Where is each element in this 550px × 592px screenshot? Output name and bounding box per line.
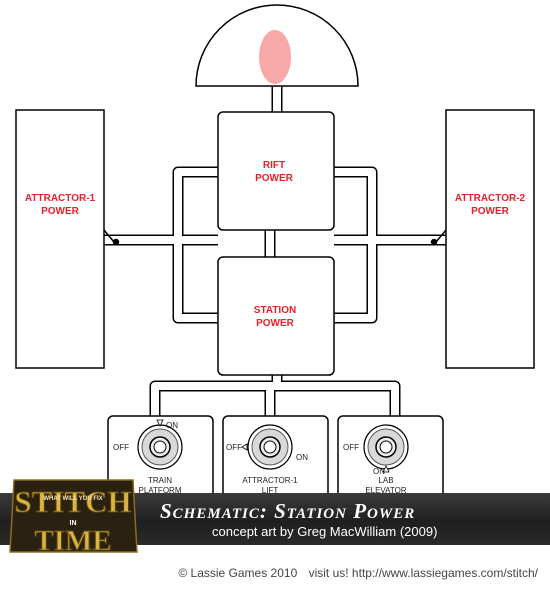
switch-off-label: OFF xyxy=(226,443,242,452)
attractor1-label-line1: ATTRACTOR-1 xyxy=(25,193,96,204)
logo-tagline: WHAT WILL YOU FIX xyxy=(43,496,102,502)
switch-attractor1-lift[interactable]: OFF ON ATTRACTOR-1 LIFT xyxy=(222,415,329,499)
logo-word-stitch: STITCH xyxy=(14,484,131,519)
logo-word-time: TIME xyxy=(34,525,111,557)
switch-lab-elevator[interactable]: OFF ON LAB ELEVATOR xyxy=(337,415,444,499)
attractor1-breaker xyxy=(103,229,120,246)
switch-pointer-icon xyxy=(382,465,390,473)
switch-caption-line2: ELEVATOR xyxy=(365,486,407,495)
switch-on-label: ON xyxy=(166,421,178,430)
conduits xyxy=(104,80,446,420)
switch-on-label: ON xyxy=(373,467,385,476)
footer-copyright: © Lassie Games 2010 xyxy=(178,566,298,580)
banner-subtitle: concept art by Greg MacWilliam (2009) xyxy=(212,524,438,539)
station-power-box: STATION POWER xyxy=(217,256,335,376)
rift-orb xyxy=(259,30,291,84)
switch-caption-line1: LAB xyxy=(378,476,393,485)
switch-off-label: OFF xyxy=(343,443,359,452)
rift-power-box: RIFT POWER xyxy=(217,111,335,231)
rift-label-line2: POWER xyxy=(255,173,294,184)
attractor2-label-line2: POWER xyxy=(471,206,510,217)
rift-label-line1: RIFT xyxy=(263,160,285,171)
switch-pointer-icon xyxy=(156,419,164,427)
station-label-line1: STATION xyxy=(254,305,296,316)
switch-caption-line2: PLATFORM xyxy=(139,486,182,495)
attractor1-label-line2: POWER xyxy=(41,206,80,217)
stitch-in-time-logo: STITCH WHAT WILL YOU FIX IN TIME xyxy=(9,479,138,558)
attractor2-breaker xyxy=(430,229,447,246)
station-label-line2: POWER xyxy=(256,318,295,329)
attractor2-label-line1: ATTRACTOR-2 xyxy=(455,193,526,204)
switch-caption-line1: ATTRACTOR-1 xyxy=(242,476,298,485)
switch-pointer-icon xyxy=(241,443,248,451)
switch-off-label: OFF xyxy=(113,443,129,452)
switch-caption-line1: TRAIN xyxy=(148,476,172,485)
rift-dome xyxy=(195,4,359,87)
logo-word-in: IN xyxy=(70,520,77,527)
attractor2-panel: ATTRACTOR-2 POWER xyxy=(445,109,535,369)
banner-title: Schematic: Station Power xyxy=(160,499,416,523)
switch-caption-line2: LIFT xyxy=(262,486,279,495)
switch-on-label: ON xyxy=(296,453,308,462)
footer-visit-link[interactable]: visit us! http://www.lassiegames.com/sti… xyxy=(308,566,538,580)
footer: © Lassie Games 2010 visit us! http://www… xyxy=(0,566,538,580)
attractor1-panel: ATTRACTOR-1 POWER xyxy=(15,109,105,369)
